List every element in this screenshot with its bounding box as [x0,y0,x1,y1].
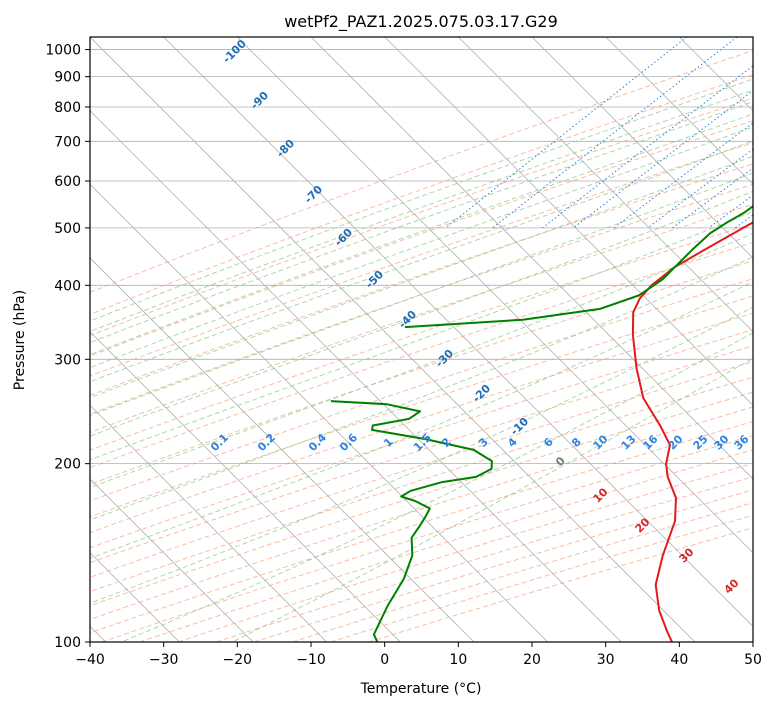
dry-adiabat-line [90,183,753,415]
isotherm-line [458,37,753,333]
mixing-ratio-line [672,167,753,229]
mixing-ratio-line [572,90,753,229]
x-tick-label: −20 [223,652,253,668]
y-tick-label: 900 [54,70,81,86]
dry-adiabat-line [90,312,753,533]
moist-adiabat-line [90,101,753,344]
x-tick-label: 50 [744,652,762,668]
x-axis-ticks: −40 −30 −20 −10 0 10 20 30 40 50 [75,642,762,668]
x-axis-label: Temperature (°C) [360,681,482,697]
isotherm-line [90,110,622,642]
dry-adiabat-line [90,345,753,564]
x-tick-label: 40 [670,652,688,668]
chart-title: wetPf2_PAZ1.2025.075.03.17.G29 [284,12,558,32]
mixing-ratio-line [492,37,738,229]
y-tick-label: 700 [54,134,81,150]
moist-adiabat-line [90,306,753,604]
x-tick-label: 30 [597,652,615,668]
dry-adiabat-line [90,120,753,357]
x-tick-label: −10 [296,652,326,668]
y-tick-label: 1000 [45,43,81,59]
dry-adiabat-line [90,50,753,293]
moist-adiabat-line [90,256,753,521]
profile-line-1 [631,221,753,642]
moist-adiabat-line [90,190,753,437]
y-axis-label: Pressure (hPa) [12,290,28,390]
isotherm-line [90,257,475,642]
dry-adiabat-line [90,391,753,607]
moist-adiabat-line [90,78,753,322]
profile-series [330,205,753,642]
isotherm-line [90,37,696,642]
plot-frame [89,36,754,643]
x-tick-label: −30 [149,652,179,668]
dry-adiabat-line [90,163,753,396]
dry-adiabat-line [90,142,753,377]
x-tick-label: 10 [449,652,467,668]
isotherm-line [384,37,753,406]
y-tick-label: 800 [54,100,81,116]
x-tick-label: −40 [75,652,105,668]
profile-line-2 [404,205,753,329]
isotherm-line [237,37,753,554]
x-tick-label: 0 [380,652,389,668]
y-tick-label: 200 [54,457,81,473]
y-tick-label: 400 [54,278,81,294]
moist-adiabat-line [90,281,753,559]
isotherm-line [90,404,327,642]
moist-adiabat-line [121,332,753,642]
y-tick-label: 600 [54,174,81,190]
x-tick-label: 20 [523,652,541,668]
isotherm-line [605,37,753,185]
y-axis-ticks: 1000 900 800 700 600 500 400 300 200 100 [45,43,90,651]
moist-adiabat-line [90,140,753,383]
background-lines [90,37,753,642]
dry-adiabat-line [90,260,753,485]
moist-adiabat-line [90,232,753,488]
dry-adiabat-line [90,278,753,502]
y-tick-label: 500 [54,221,81,237]
y-tick-label: 100 [54,635,81,651]
mixing-ratio-line [542,65,753,229]
y-tick-label: 300 [54,352,81,368]
isotherm-line [90,331,401,642]
profile-line-3 [330,400,493,642]
dry-adiabat-line [90,223,753,451]
dry-adiabat-line [90,361,753,578]
